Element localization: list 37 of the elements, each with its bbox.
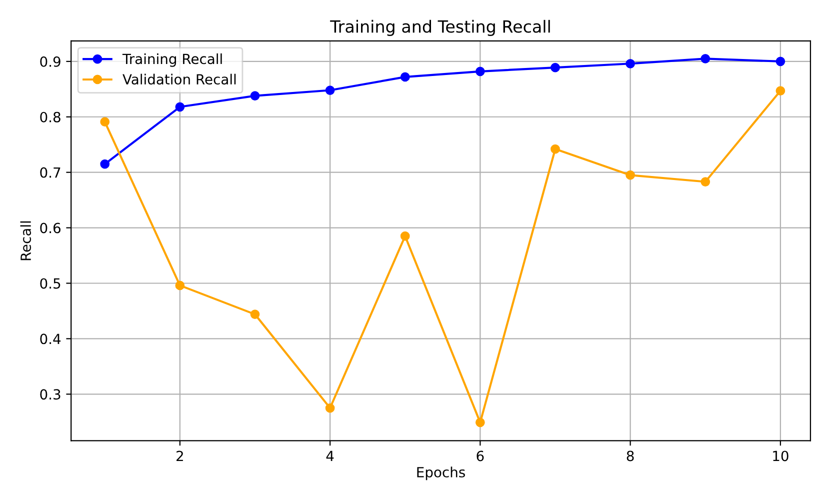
x-tick-label: 6: [476, 450, 484, 462]
point: [250, 91, 260, 100]
point: [700, 54, 710, 64]
point: [475, 66, 485, 76]
point: [626, 170, 635, 180]
point: [475, 418, 485, 428]
x-tick-label: 8: [626, 450, 634, 462]
x-tick-label: 10: [773, 450, 788, 462]
point: [626, 58, 635, 68]
legend-label: Training Recall: [122, 53, 222, 67]
x-tick-label: 4: [326, 450, 334, 462]
point: [400, 72, 410, 82]
point: [325, 403, 335, 413]
chart-title: Training and Testing Recall: [330, 20, 550, 36]
legend-label: Validation Recall: [122, 74, 236, 85]
point: [400, 231, 410, 241]
point: [700, 177, 710, 186]
y-tick-label: 0.4: [40, 334, 61, 344]
point: [550, 62, 560, 72]
point: [175, 102, 185, 112]
point: [776, 86, 786, 96]
point: [100, 159, 110, 169]
point: [325, 86, 335, 95]
y-tick-label: 0.7: [40, 167, 60, 178]
point: [550, 144, 560, 154]
point: [250, 310, 260, 319]
y-tick-label: 0.9: [40, 56, 60, 67]
y-tick-label: 0.8: [40, 112, 60, 122]
y-tick-label: 0.6: [40, 222, 60, 234]
point: [100, 117, 110, 127]
point: [776, 56, 786, 66]
x-axis-title: Epochs: [417, 466, 465, 480]
point: [175, 280, 185, 290]
y-tick-label: 0.3: [40, 389, 60, 400]
y-tick-label: 0.5: [40, 278, 60, 289]
x-tick-label: 2: [176, 450, 183, 462]
y-axis-title: Recall: [20, 221, 32, 260]
